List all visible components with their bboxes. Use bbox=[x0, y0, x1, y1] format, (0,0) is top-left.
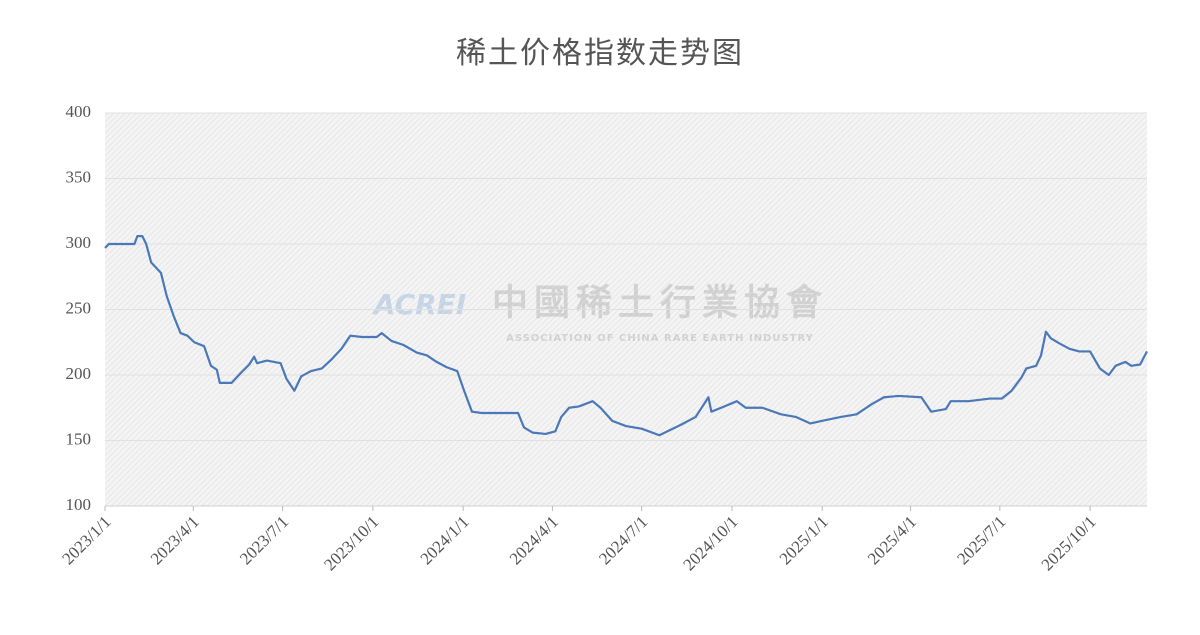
x-tick-label: 2025/7/1 bbox=[953, 512, 1009, 568]
y-tick-label: 250 bbox=[66, 298, 92, 317]
chart-title: 稀土价格指数走势图 bbox=[456, 37, 744, 70]
y-tick-label: 350 bbox=[66, 167, 92, 186]
x-tick-label: 2024/4/1 bbox=[506, 512, 562, 568]
y-tick-label: 150 bbox=[66, 429, 92, 448]
watermark-subtitle: ASSOCIATION OF CHINA RARE EARTH INDUSTRY bbox=[506, 333, 814, 344]
y-tick-label: 200 bbox=[66, 364, 92, 383]
x-tick-label: 2023/1/1 bbox=[58, 512, 114, 568]
y-tick-label: 100 bbox=[66, 495, 92, 514]
y-tick-label: 400 bbox=[66, 102, 92, 121]
x-tick-label: 2024/1/1 bbox=[417, 512, 473, 568]
x-tick-label: 2024/7/1 bbox=[595, 512, 651, 568]
x-tick-label: 2023/10/1 bbox=[320, 512, 382, 574]
x-tick-label: 2025/10/1 bbox=[1037, 512, 1099, 574]
watermark-logo: ACREI bbox=[372, 288, 466, 321]
y-tick-label: 300 bbox=[66, 233, 92, 252]
data-line bbox=[104, 235, 1148, 437]
x-tick-label: 2023/4/1 bbox=[147, 512, 203, 568]
x-tick-label: 2025/4/1 bbox=[864, 512, 920, 568]
watermark-name: 中國稀土行業協會 bbox=[492, 282, 828, 322]
watermark: ACREI 中國稀土行業協會 ASSOCIATION OF CHINA RARE… bbox=[372, 282, 828, 344]
x-tick-label: 2025/1/1 bbox=[776, 512, 832, 568]
x-tick-label: 2024/10/1 bbox=[679, 512, 741, 574]
x-tick-label: 2023/7/1 bbox=[236, 512, 292, 568]
